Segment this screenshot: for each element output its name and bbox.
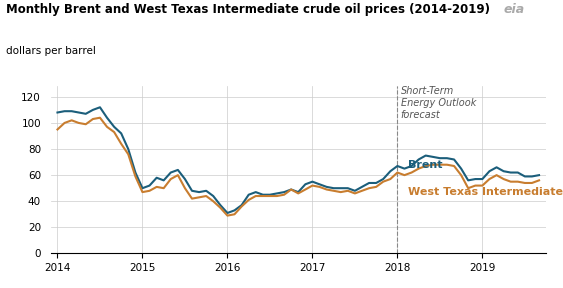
Text: dollars per barrel: dollars per barrel <box>6 46 96 56</box>
Text: Brent: Brent <box>408 160 442 170</box>
Text: West Texas Intermediate: West Texas Intermediate <box>408 187 562 197</box>
Text: Monthly Brent and West Texas Intermediate crude oil prices (2014-2019): Monthly Brent and West Texas Intermediat… <box>6 3 490 16</box>
Text: Short-Term
Energy Outlook
forecast: Short-Term Energy Outlook forecast <box>401 86 476 120</box>
Text: eia: eia <box>504 3 525 16</box>
